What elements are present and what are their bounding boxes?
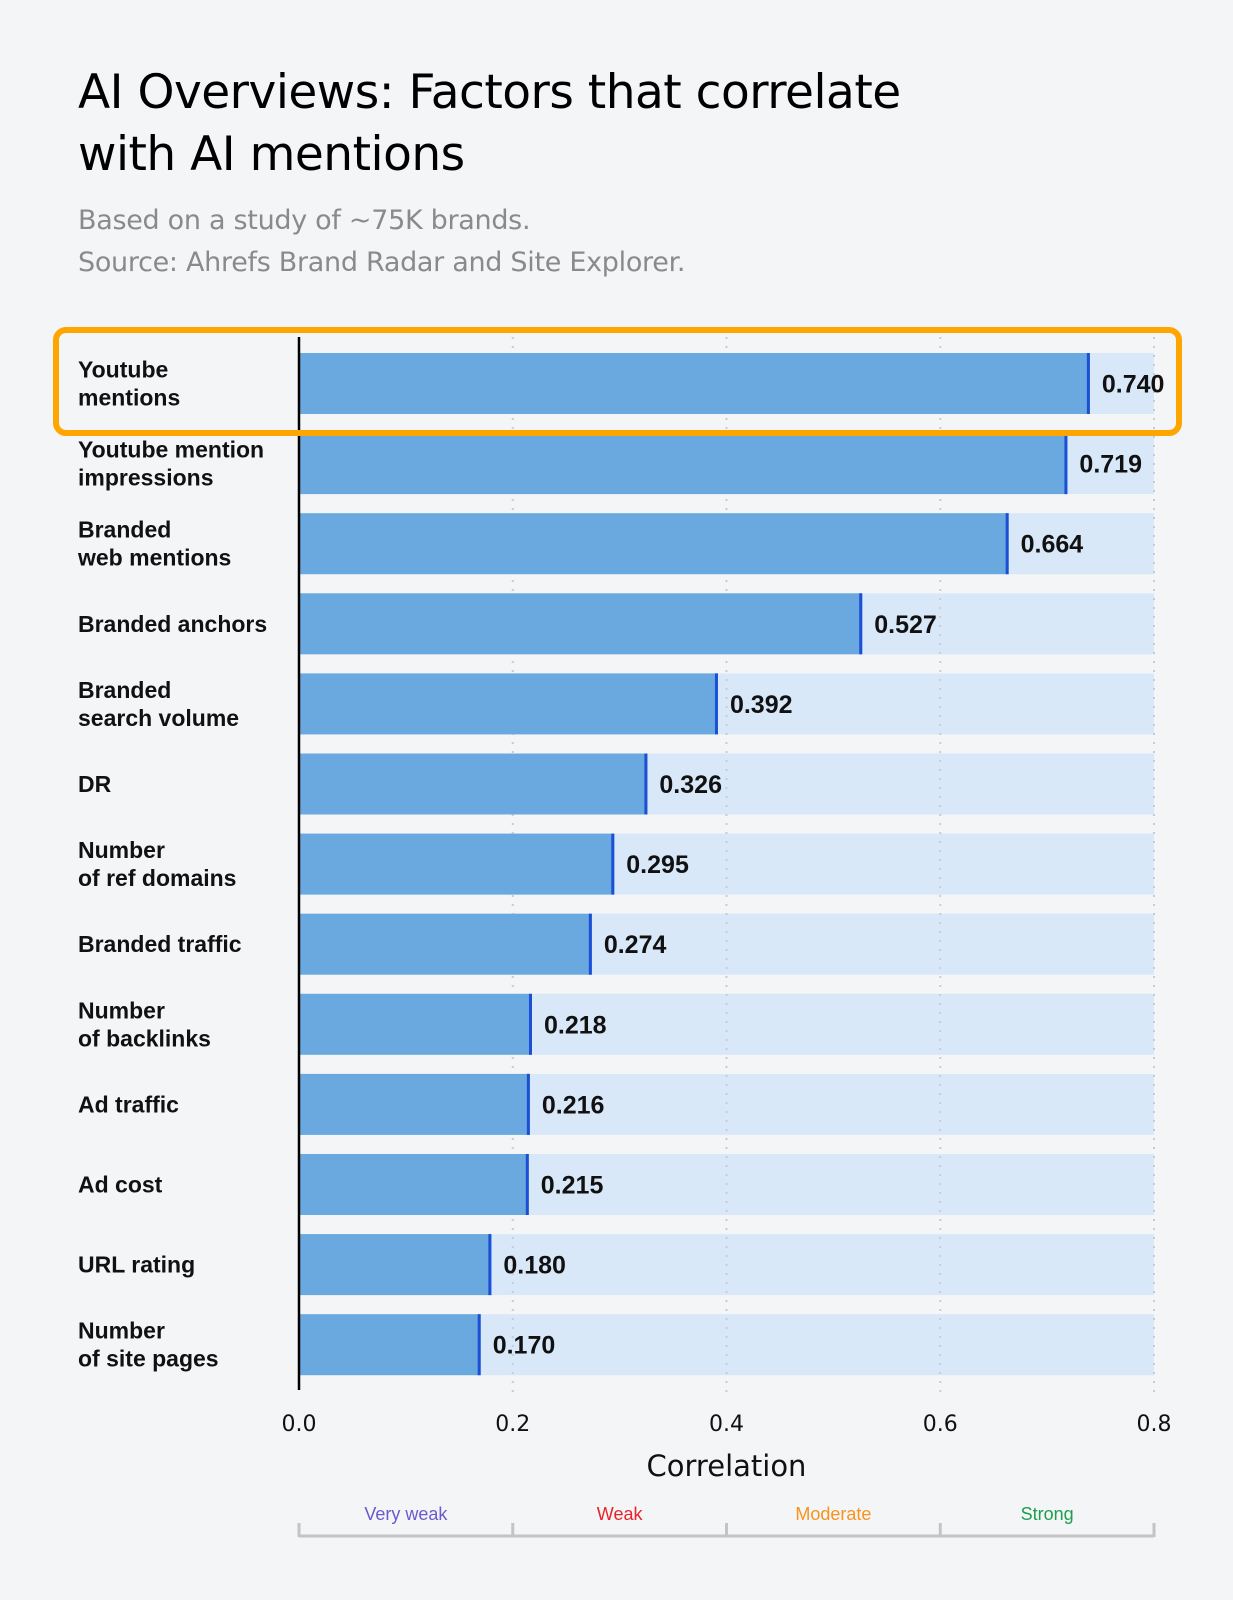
category-label: impressions <box>78 465 214 491</box>
value-label: 0.664 <box>1021 531 1084 559</box>
x-axis-label: Correlation <box>647 1449 807 1483</box>
category-label: Youtube <box>78 357 168 383</box>
x-tick-label: 0.0 <box>282 1412 317 1437</box>
chart-subtitle-source: Source: Ahrefs Brand Radar and Site Expl… <box>78 247 686 278</box>
category-label: of site pages <box>78 1346 219 1372</box>
bar-end-marker <box>526 1073 530 1135</box>
category-label: mentions <box>78 385 180 411</box>
bar-end-marker <box>488 1234 492 1296</box>
bar <box>299 993 532 1055</box>
value-label: 0.215 <box>541 1172 604 1200</box>
bar <box>299 753 648 815</box>
bar <box>299 513 1009 575</box>
category-label: Branded anchors <box>78 611 267 637</box>
strength-label: Weak <box>597 1504 644 1524</box>
bar <box>299 673 718 735</box>
bar-end-marker <box>525 1154 529 1215</box>
bar-end-marker <box>714 673 718 735</box>
x-tick-label: 0.4 <box>709 1412 744 1437</box>
bar-end-marker <box>477 1314 481 1376</box>
bar-end-marker <box>1064 433 1068 495</box>
category-label: Ad cost <box>78 1172 163 1198</box>
bar-end-marker <box>644 753 648 815</box>
bar <box>299 1154 529 1215</box>
value-label: 0.216 <box>542 1091 605 1119</box>
category-label: Branded <box>78 677 171 703</box>
category-label: URL rating <box>78 1252 195 1278</box>
bar-end-marker <box>1005 513 1009 575</box>
category-label: DR <box>78 771 112 797</box>
value-label: 0.719 <box>1079 451 1142 479</box>
category-label: Youtube mention <box>78 437 264 463</box>
value-label: 0.392 <box>730 691 793 719</box>
value-label: 0.326 <box>659 771 722 799</box>
category-label: Branded traffic <box>78 931 242 957</box>
strength-label: Very weak <box>364 1504 448 1524</box>
bar <box>299 1073 530 1135</box>
value-label: 0.274 <box>604 931 667 959</box>
bar <box>299 1234 492 1296</box>
bar <box>299 433 1068 495</box>
value-label: 0.740 <box>1102 371 1165 399</box>
bar <box>299 353 1090 414</box>
bar <box>299 1314 481 1376</box>
x-tick-label: 0.6 <box>923 1412 958 1437</box>
bar-end-marker <box>1086 353 1090 414</box>
chart-title-line-1: AI Overviews: Factors that correlate <box>78 65 901 120</box>
category-label: Number <box>78 997 165 1023</box>
chart-title-line-2: with AI mentions <box>78 127 465 182</box>
bar <box>299 913 592 975</box>
x-tick-label: 0.8 <box>1137 1412 1172 1437</box>
value-label: 0.170 <box>493 1332 556 1360</box>
strength-label: Moderate <box>795 1504 871 1524</box>
strength-label: Strong <box>1021 1504 1074 1524</box>
category-label: Ad traffic <box>78 1091 179 1117</box>
category-label: Number <box>78 1318 165 1344</box>
bar-end-marker <box>528 993 532 1055</box>
category-label: web mentions <box>77 545 231 571</box>
bar <box>299 593 863 655</box>
value-label: 0.295 <box>626 851 689 879</box>
chart-title: AI Overviews: Factors that correlate wit… <box>78 62 901 186</box>
value-label: 0.180 <box>503 1252 566 1280</box>
x-tick-label: 0.2 <box>495 1412 530 1437</box>
bar-end-marker <box>859 593 863 655</box>
category-label: search volume <box>78 705 239 731</box>
category-label: Branded <box>78 517 171 543</box>
highlight-box <box>53 327 1182 436</box>
category-label: of backlinks <box>78 1025 211 1051</box>
bar-end-marker <box>611 833 615 895</box>
category-label: Number <box>78 837 165 863</box>
value-label: 0.218 <box>544 1011 607 1039</box>
category-label: of ref domains <box>78 865 236 891</box>
bar <box>299 833 615 895</box>
value-label: 0.527 <box>874 611 937 639</box>
chart-subtitle-study: Based on a study of ~75K brands. <box>78 205 531 236</box>
bar-end-marker <box>588 913 592 975</box>
